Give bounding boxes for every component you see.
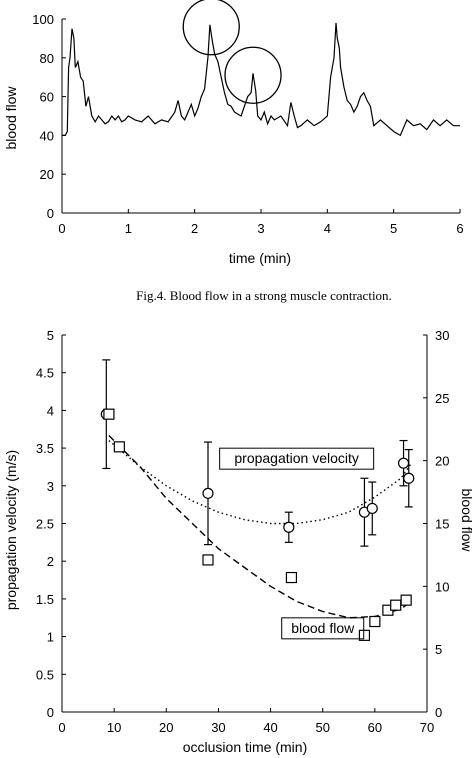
chart1-y-tick-label: 20 bbox=[40, 167, 54, 182]
chart2-y-tick-label: 4 bbox=[47, 403, 54, 418]
chart1-x-tick-label: 3 bbox=[257, 221, 264, 236]
chart1-y-tick-label: 40 bbox=[40, 128, 54, 143]
chart2-x-tick-label: 50 bbox=[315, 720, 329, 735]
chart2-x-tick-label: 0 bbox=[58, 720, 65, 735]
chart2-y-tick-label: 0.5 bbox=[36, 667, 54, 682]
chart2-y-tick-label: 2 bbox=[47, 554, 54, 569]
chart1-series-line bbox=[62, 22, 460, 137]
chart2-x-tick-label: 70 bbox=[420, 720, 434, 735]
blood-flow-label: blood flow bbox=[291, 620, 355, 636]
velocity-point bbox=[403, 472, 415, 484]
chart2-y-tick-label: 2.5 bbox=[36, 517, 54, 532]
chart2-y-tick-label: 4.5 bbox=[36, 366, 54, 381]
chart2-y-tick-label: 1 bbox=[47, 630, 54, 645]
chart2-y-tick-label: 5 bbox=[47, 328, 54, 343]
chart1-y-tick-label: 60 bbox=[40, 90, 54, 105]
chart1-highlight-circle bbox=[224, 46, 282, 104]
chart1-annotation-layer bbox=[182, 0, 282, 104]
propagation-velocity-label-box bbox=[219, 447, 375, 470]
blood-flow-point bbox=[390, 599, 402, 611]
chart2-x-tick-label: 40 bbox=[263, 720, 277, 735]
chart1-y-tick-label: 0 bbox=[47, 206, 54, 221]
chart2-y-tick-label: 1.5 bbox=[36, 592, 54, 607]
chart2-y2-tick-label: 30 bbox=[435, 328, 449, 343]
figure-caption: Fig.4. Blood flow in a strong muscle con… bbox=[136, 288, 392, 303]
chart1-x-tick-label: 5 bbox=[390, 221, 397, 236]
chart1-highlight-circle bbox=[182, 0, 240, 56]
chart2-x-tick-label: 60 bbox=[368, 720, 382, 735]
chart2-y2-tick-label: 25 bbox=[435, 391, 449, 406]
blood-flow-point bbox=[285, 571, 298, 584]
chart-propagation-velocity-occlusion: 0 10 20 30 40 50 60 7000.511.522.533.544.550510… bbox=[3, 328, 474, 755]
velocity-point bbox=[202, 487, 214, 499]
chart2-y-tick-label: 0 bbox=[47, 705, 54, 720]
blood-flow-point bbox=[369, 615, 381, 628]
chart2-x-tick-label: 30 bbox=[211, 720, 225, 735]
blood-flow-point bbox=[103, 408, 115, 420]
chart1-x-tick-label: 0 bbox=[58, 221, 65, 236]
chart1-x-tick-label: 6 bbox=[456, 221, 463, 236]
blood-flow-label-box bbox=[281, 617, 365, 640]
chart2-y2-tick-label: 10 bbox=[435, 579, 449, 594]
chart2-y2-tick-label: 20 bbox=[435, 454, 449, 469]
velocity-point bbox=[283, 521, 295, 533]
chart2-y-tick-label: 3 bbox=[47, 479, 54, 494]
chart2-y-tick-label: 3.5 bbox=[36, 441, 54, 456]
blood-flow-point bbox=[202, 554, 214, 566]
chart2-annotation-layer: propagation velocity blood flow bbox=[219, 447, 375, 640]
velocity-trend-line bbox=[108, 440, 412, 525]
chart1-y-tick-label: 80 bbox=[40, 51, 54, 66]
chart1-x-tick-label: 2 bbox=[191, 221, 198, 236]
propagation-velocity-label: propagation velocity bbox=[234, 450, 359, 466]
chart1-x-axis-label: time (min) bbox=[229, 250, 291, 266]
chart2-y2-tick-label: 5 bbox=[435, 642, 442, 657]
chart1-x-tick-label: 4 bbox=[324, 221, 331, 236]
chart2-y2-tick-label: 15 bbox=[435, 517, 449, 532]
blood-flow-point bbox=[113, 441, 125, 453]
velocity-point bbox=[366, 502, 378, 515]
chart1-x-tick-label: 1 bbox=[125, 221, 132, 236]
chart1-y-axis-label: blood flow bbox=[3, 86, 19, 150]
chart2-marker-layer bbox=[100, 359, 415, 641]
velocity-point bbox=[397, 457, 410, 469]
blood-flow-point bbox=[400, 594, 412, 606]
chart1-y-tick-label: 100 bbox=[32, 12, 54, 27]
chart2-y2-tick-label: 0 bbox=[435, 705, 442, 720]
chart2-x-tick-label: 20 bbox=[159, 720, 173, 735]
blood-flow-point bbox=[358, 629, 371, 641]
chart2-x-axis-label: occlusion time (min) bbox=[183, 739, 307, 755]
chart2-y-axis-label: propagation velocity (m/s) bbox=[3, 450, 19, 610]
chart2-x-tick-label: 10 bbox=[107, 720, 121, 735]
chart2-tick-layer: 0 10 20 30 40 50 60 7000.511.522.533.544.550510… bbox=[36, 328, 450, 735]
chart2-y2-axis-label: blood flow bbox=[459, 488, 474, 552]
